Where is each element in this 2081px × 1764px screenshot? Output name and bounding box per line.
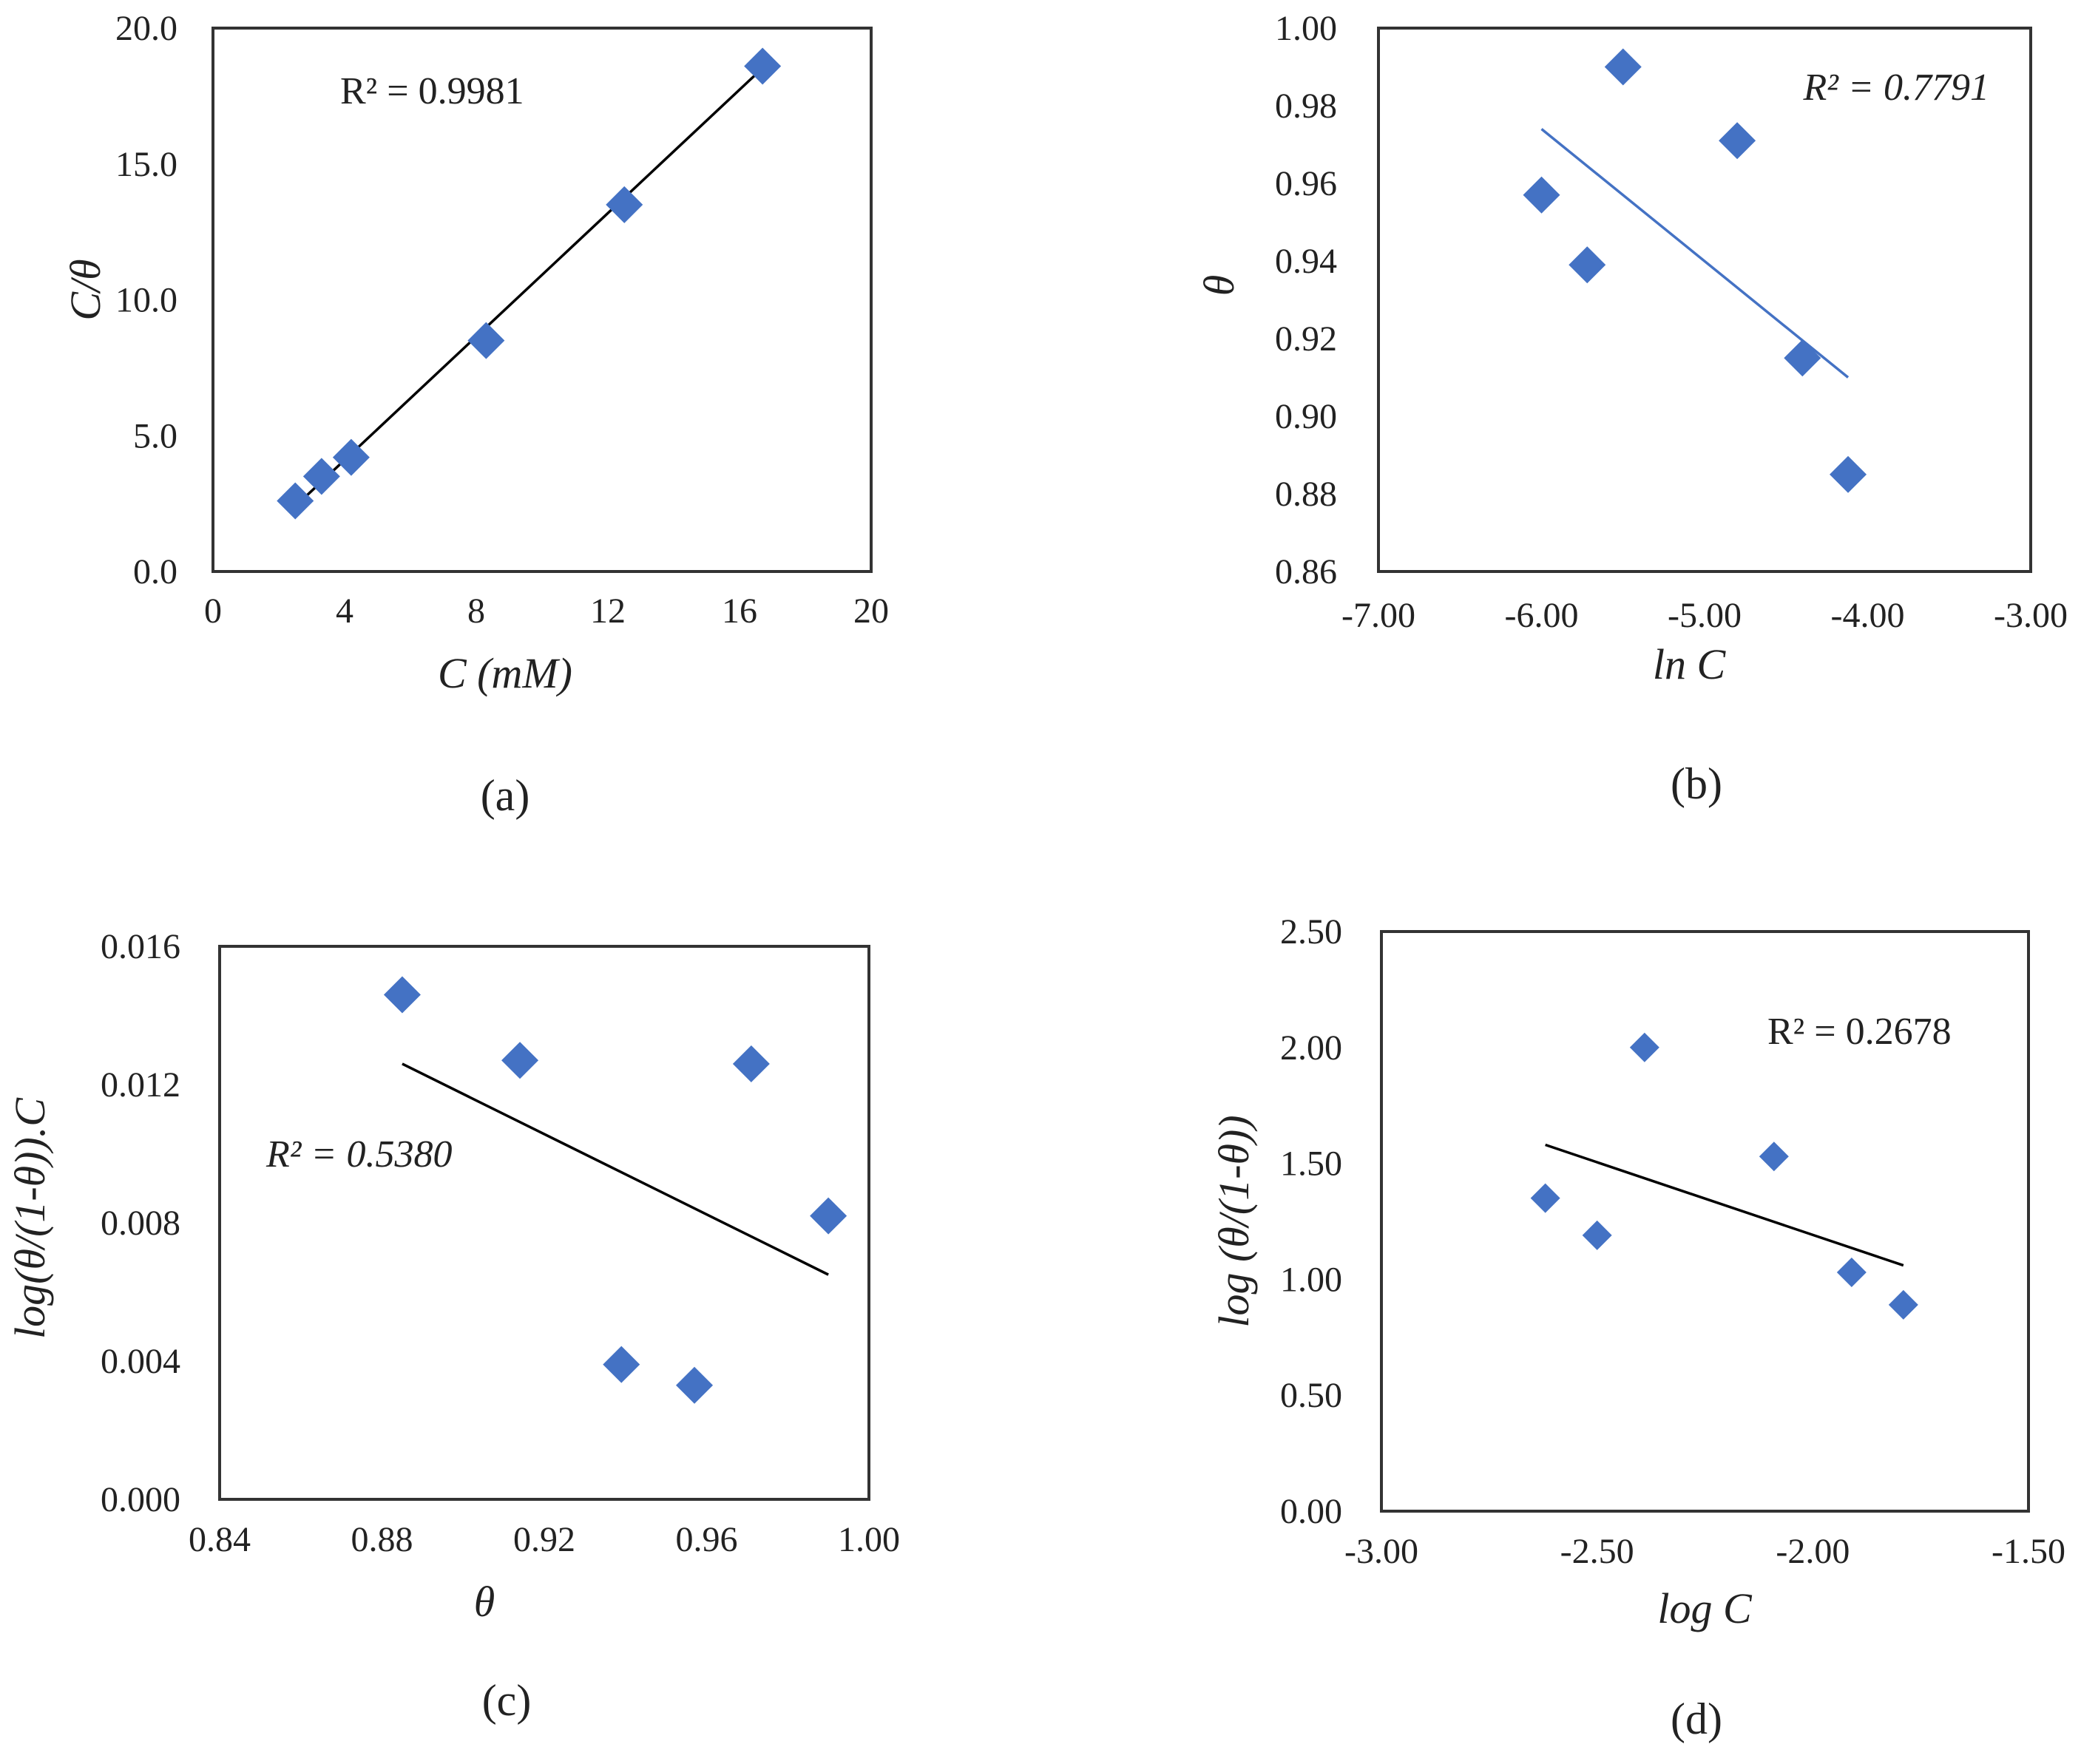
panel-a: (a) 0.0 5.0 10.0 15.0 20.0 0 4 8 12 16 20 C (mM) C/θ… (61, 9, 889, 820)
panel-b: (b) 0.86 0.88 0.90 0.92 0.94 0.96 0.98 1.00 -7.0… (1195, 9, 2068, 808)
y-tick-label: 5.0 (133, 416, 177, 455)
y-tick-label: 1.50 (1280, 1144, 1342, 1184)
data-point-d (1836, 1257, 1867, 1287)
x-tick-label: 4 (336, 591, 353, 631)
y-tick-label: 0.90 (1275, 397, 1337, 436)
data-point-a (302, 458, 340, 495)
data-point-a (332, 438, 370, 476)
data-point-a (744, 47, 782, 85)
y-tick-label: 0.94 (1275, 242, 1337, 281)
x-tick-label: 12 (590, 591, 626, 631)
plot-frame-c (218, 945, 870, 1501)
data-point-b (1719, 122, 1756, 160)
x-tick-label: -2.00 (1776, 1532, 1850, 1571)
data-point-a (467, 322, 505, 359)
x-tick-label: 8 (467, 591, 485, 631)
x-tick-label: -1.50 (1992, 1532, 2065, 1571)
y-tick-label: 0.016 (101, 927, 180, 966)
plot-frame-d (1380, 930, 2030, 1513)
y-tick-label: 1.00 (1280, 1260, 1342, 1299)
y-tick-label: 15.0 (115, 145, 177, 184)
panel-d-label: (d) (1671, 1695, 1722, 1743)
trendline-d (1545, 1143, 1904, 1267)
trendline-b (1540, 128, 1850, 379)
data-point-c (732, 1045, 770, 1082)
y-tick-label: 0.88 (1275, 475, 1337, 514)
r-squared-label-c: R² = 0.5380 (265, 1133, 452, 1176)
data-point-c (676, 1366, 714, 1404)
y-tick-label: 0.0 (133, 552, 177, 591)
plot-frame-b (1377, 27, 2032, 573)
x-axis-label-b: ln C (1653, 640, 1727, 688)
x-tick-label: -3.00 (1344, 1532, 1418, 1571)
y-tick-label: 0.000 (101, 1480, 180, 1519)
y-tick-label: 0.50 (1280, 1376, 1342, 1415)
x-tick-label: -7.00 (1341, 596, 1415, 635)
x-axis-label-a: C (mM) (438, 649, 572, 697)
panel-b-label: (b) (1671, 759, 1722, 808)
data-point-d (1582, 1220, 1612, 1250)
x-tick-label: 0 (204, 591, 222, 631)
y-axis-label-b: θ (1195, 275, 1243, 296)
y-axis-label-c: log(θ/(1-θ)).C (6, 1097, 54, 1339)
y-tick-label: 0.004 (101, 1342, 180, 1381)
x-tick-label: 0.88 (351, 1520, 413, 1559)
y-tick-label: 1.00 (1275, 9, 1337, 48)
data-point-c (810, 1197, 847, 1235)
y-tick-label: 20.0 (115, 9, 177, 48)
x-tick-label: 0.84 (189, 1520, 251, 1559)
y-axis-label-d: log (θ/(1-θ)) (1210, 1115, 1258, 1327)
data-point-b (1604, 48, 1642, 86)
x-tick-label: 16 (722, 591, 757, 631)
data-point-c (501, 1042, 539, 1079)
y-tick-label: 0.92 (1275, 319, 1337, 359)
data-point-b (1569, 246, 1606, 284)
x-tick-label: 20 (853, 591, 889, 631)
data-point-d (1629, 1032, 1659, 1062)
x-tick-label: 1.00 (838, 1520, 900, 1559)
r-squared-label-a: R² = 0.9981 (340, 70, 524, 112)
y-tick-label: 0.96 (1275, 164, 1337, 203)
y-tick-label: 2.50 (1280, 912, 1342, 951)
r-squared-label-b: R² = 0.7791 (1803, 67, 1989, 109)
x-tick-label: 0.92 (513, 1520, 575, 1559)
x-axis-label-d: log C (1657, 1584, 1753, 1632)
data-point-d (1888, 1289, 1918, 1320)
y-tick-label: 0.86 (1275, 552, 1337, 591)
data-point-a (606, 186, 643, 223)
data-point-c (603, 1346, 640, 1383)
y-tick-label: 0.98 (1275, 86, 1337, 126)
x-tick-label: -6.00 (1505, 596, 1579, 635)
panel-a-label: (a) (481, 771, 530, 820)
trendline-a (294, 73, 757, 508)
y-tick-label: 0.00 (1280, 1492, 1342, 1531)
x-tick-label: -3.00 (1994, 596, 2068, 635)
data-point-d (1530, 1183, 1560, 1213)
y-tick-label: 0.008 (101, 1204, 180, 1243)
x-tick-label: -5.00 (1668, 596, 1742, 635)
r-squared-label-d: R² = 0.2678 (1767, 1011, 1952, 1053)
x-axis-label-c: θ (474, 1578, 495, 1626)
data-point-a (277, 482, 314, 520)
y-tick-label: 2.00 (1280, 1028, 1342, 1068)
data-point-b (1784, 339, 1821, 377)
x-tick-label: 0.96 (676, 1520, 738, 1559)
data-point-c (383, 976, 421, 1014)
panel-c: (c) 0.000 0.004 0.008 0.012 0.016 0.84 0.88 0.9… (6, 927, 900, 1725)
x-tick-label: -4.00 (1831, 596, 1905, 635)
y-tick-label: 0.012 (101, 1065, 180, 1105)
data-point-b (1830, 455, 1867, 493)
panel-c-label: (c) (482, 1676, 532, 1725)
y-tick-label: 10.0 (115, 281, 177, 320)
y-axis-label-a: C/θ (61, 259, 109, 320)
data-point-b (1523, 176, 1560, 214)
plot-frame-a (212, 27, 873, 573)
panel-d: (d) 0.00 0.50 1.00 1.50 2.00 2.50 -3.00 -2.50 -2… (1210, 912, 2065, 1743)
trendline-c (402, 1062, 829, 1276)
x-tick-label: -2.50 (1560, 1532, 1634, 1571)
data-point-d (1759, 1141, 1789, 1172)
